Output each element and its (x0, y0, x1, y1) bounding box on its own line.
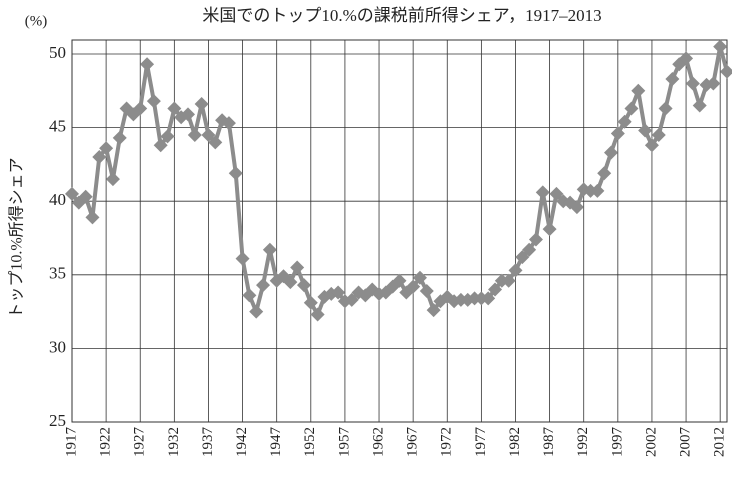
x-tick-label: 2007 (678, 427, 694, 458)
x-tick-label: 1972 (439, 427, 455, 457)
data-point (262, 242, 277, 257)
data-point (590, 183, 605, 198)
x-tick-label: 2002 (643, 427, 659, 457)
data-point (713, 39, 728, 54)
data-point (638, 123, 653, 138)
data-point (679, 51, 694, 66)
data-point (153, 138, 168, 153)
data-point (249, 304, 264, 319)
data-point (597, 166, 612, 181)
data-point (180, 107, 195, 122)
data-point (617, 114, 632, 129)
x-tick-label: 1962 (370, 427, 386, 457)
data-point (146, 94, 161, 109)
data-point (515, 250, 530, 265)
data-point (296, 278, 311, 293)
x-tick-label: 1992 (575, 427, 591, 457)
data-point (221, 116, 236, 131)
y-axis-label: トップ10.%所得シェア (8, 157, 26, 318)
x-tick-label: 1982 (507, 427, 523, 457)
data-point (522, 242, 537, 257)
data-point (706, 76, 721, 91)
x-tick-label: 1917 (63, 427, 79, 458)
data-point (194, 97, 209, 112)
data-point (201, 127, 216, 142)
data-point (303, 295, 318, 310)
x-tick-label: 1967 (405, 427, 421, 458)
data-point (256, 278, 271, 293)
x-tick-label: 1947 (268, 427, 284, 458)
data-point (65, 186, 79, 201)
data-point (392, 273, 407, 288)
data-point (624, 101, 639, 116)
data-point (160, 129, 175, 144)
data-point (481, 291, 496, 306)
x-tick-label: 1957 (336, 427, 352, 458)
x-tick-label: 1997 (609, 427, 625, 458)
data-point (644, 138, 659, 153)
data-point (665, 72, 680, 87)
data-point (488, 282, 503, 297)
x-tick-label: 1942 (234, 427, 250, 457)
data-point (631, 83, 646, 98)
data-point (92, 150, 107, 165)
data-point (426, 303, 441, 318)
y-tick-label: 50 (49, 43, 66, 62)
x-tick-label: 1932 (166, 427, 182, 457)
data-point (105, 172, 120, 187)
data-point (651, 127, 666, 142)
x-tick-label: 1922 (98, 427, 114, 457)
y-tick-label: 45 (49, 117, 66, 136)
data-point (419, 283, 434, 298)
x-tick-label: 1952 (302, 427, 318, 457)
data-point (283, 275, 298, 290)
data-point (187, 127, 202, 142)
data-point (290, 260, 305, 275)
x-tick-label: 1937 (200, 427, 216, 458)
data-point (85, 210, 100, 225)
x-tick-label: 2012 (712, 427, 728, 457)
data-point (112, 130, 127, 145)
data-point (412, 270, 427, 285)
data-point (167, 101, 182, 116)
x-tick-label: 1987 (541, 427, 557, 458)
data-point (549, 186, 564, 201)
data-point (604, 145, 619, 160)
data-point (78, 189, 93, 204)
data-point (140, 57, 155, 72)
data-point (658, 101, 673, 116)
x-tick-label: 1927 (132, 427, 148, 458)
data-point (542, 222, 557, 237)
data-point (406, 279, 421, 294)
data-point (720, 64, 732, 79)
data-point (208, 135, 223, 150)
plot-frame (71, 39, 728, 423)
data-point (133, 101, 148, 116)
y-tick-label: 25 (49, 411, 66, 430)
data-point (99, 141, 114, 156)
data-point (344, 292, 359, 307)
data-point (242, 288, 257, 303)
x-tick-label: 1977 (473, 427, 489, 458)
data-point (508, 263, 523, 278)
data-point (685, 76, 700, 91)
y-tick-label: 35 (49, 264, 66, 283)
data-point (331, 285, 346, 300)
y-tick-label: 40 (49, 190, 66, 209)
data-point (235, 251, 250, 266)
data-point (501, 273, 516, 288)
data-point (535, 185, 550, 200)
y-unit: (%) (25, 13, 48, 29)
data-point (228, 166, 243, 181)
data-point (569, 200, 584, 215)
data-point (528, 232, 543, 247)
data-point (692, 98, 707, 113)
y-tick-label: 30 (49, 337, 66, 356)
data-point (310, 307, 325, 322)
data-point (610, 126, 625, 141)
chart-title: 米国でのトップ10.%の課税前所得シェア，1917–2013 (202, 6, 601, 25)
